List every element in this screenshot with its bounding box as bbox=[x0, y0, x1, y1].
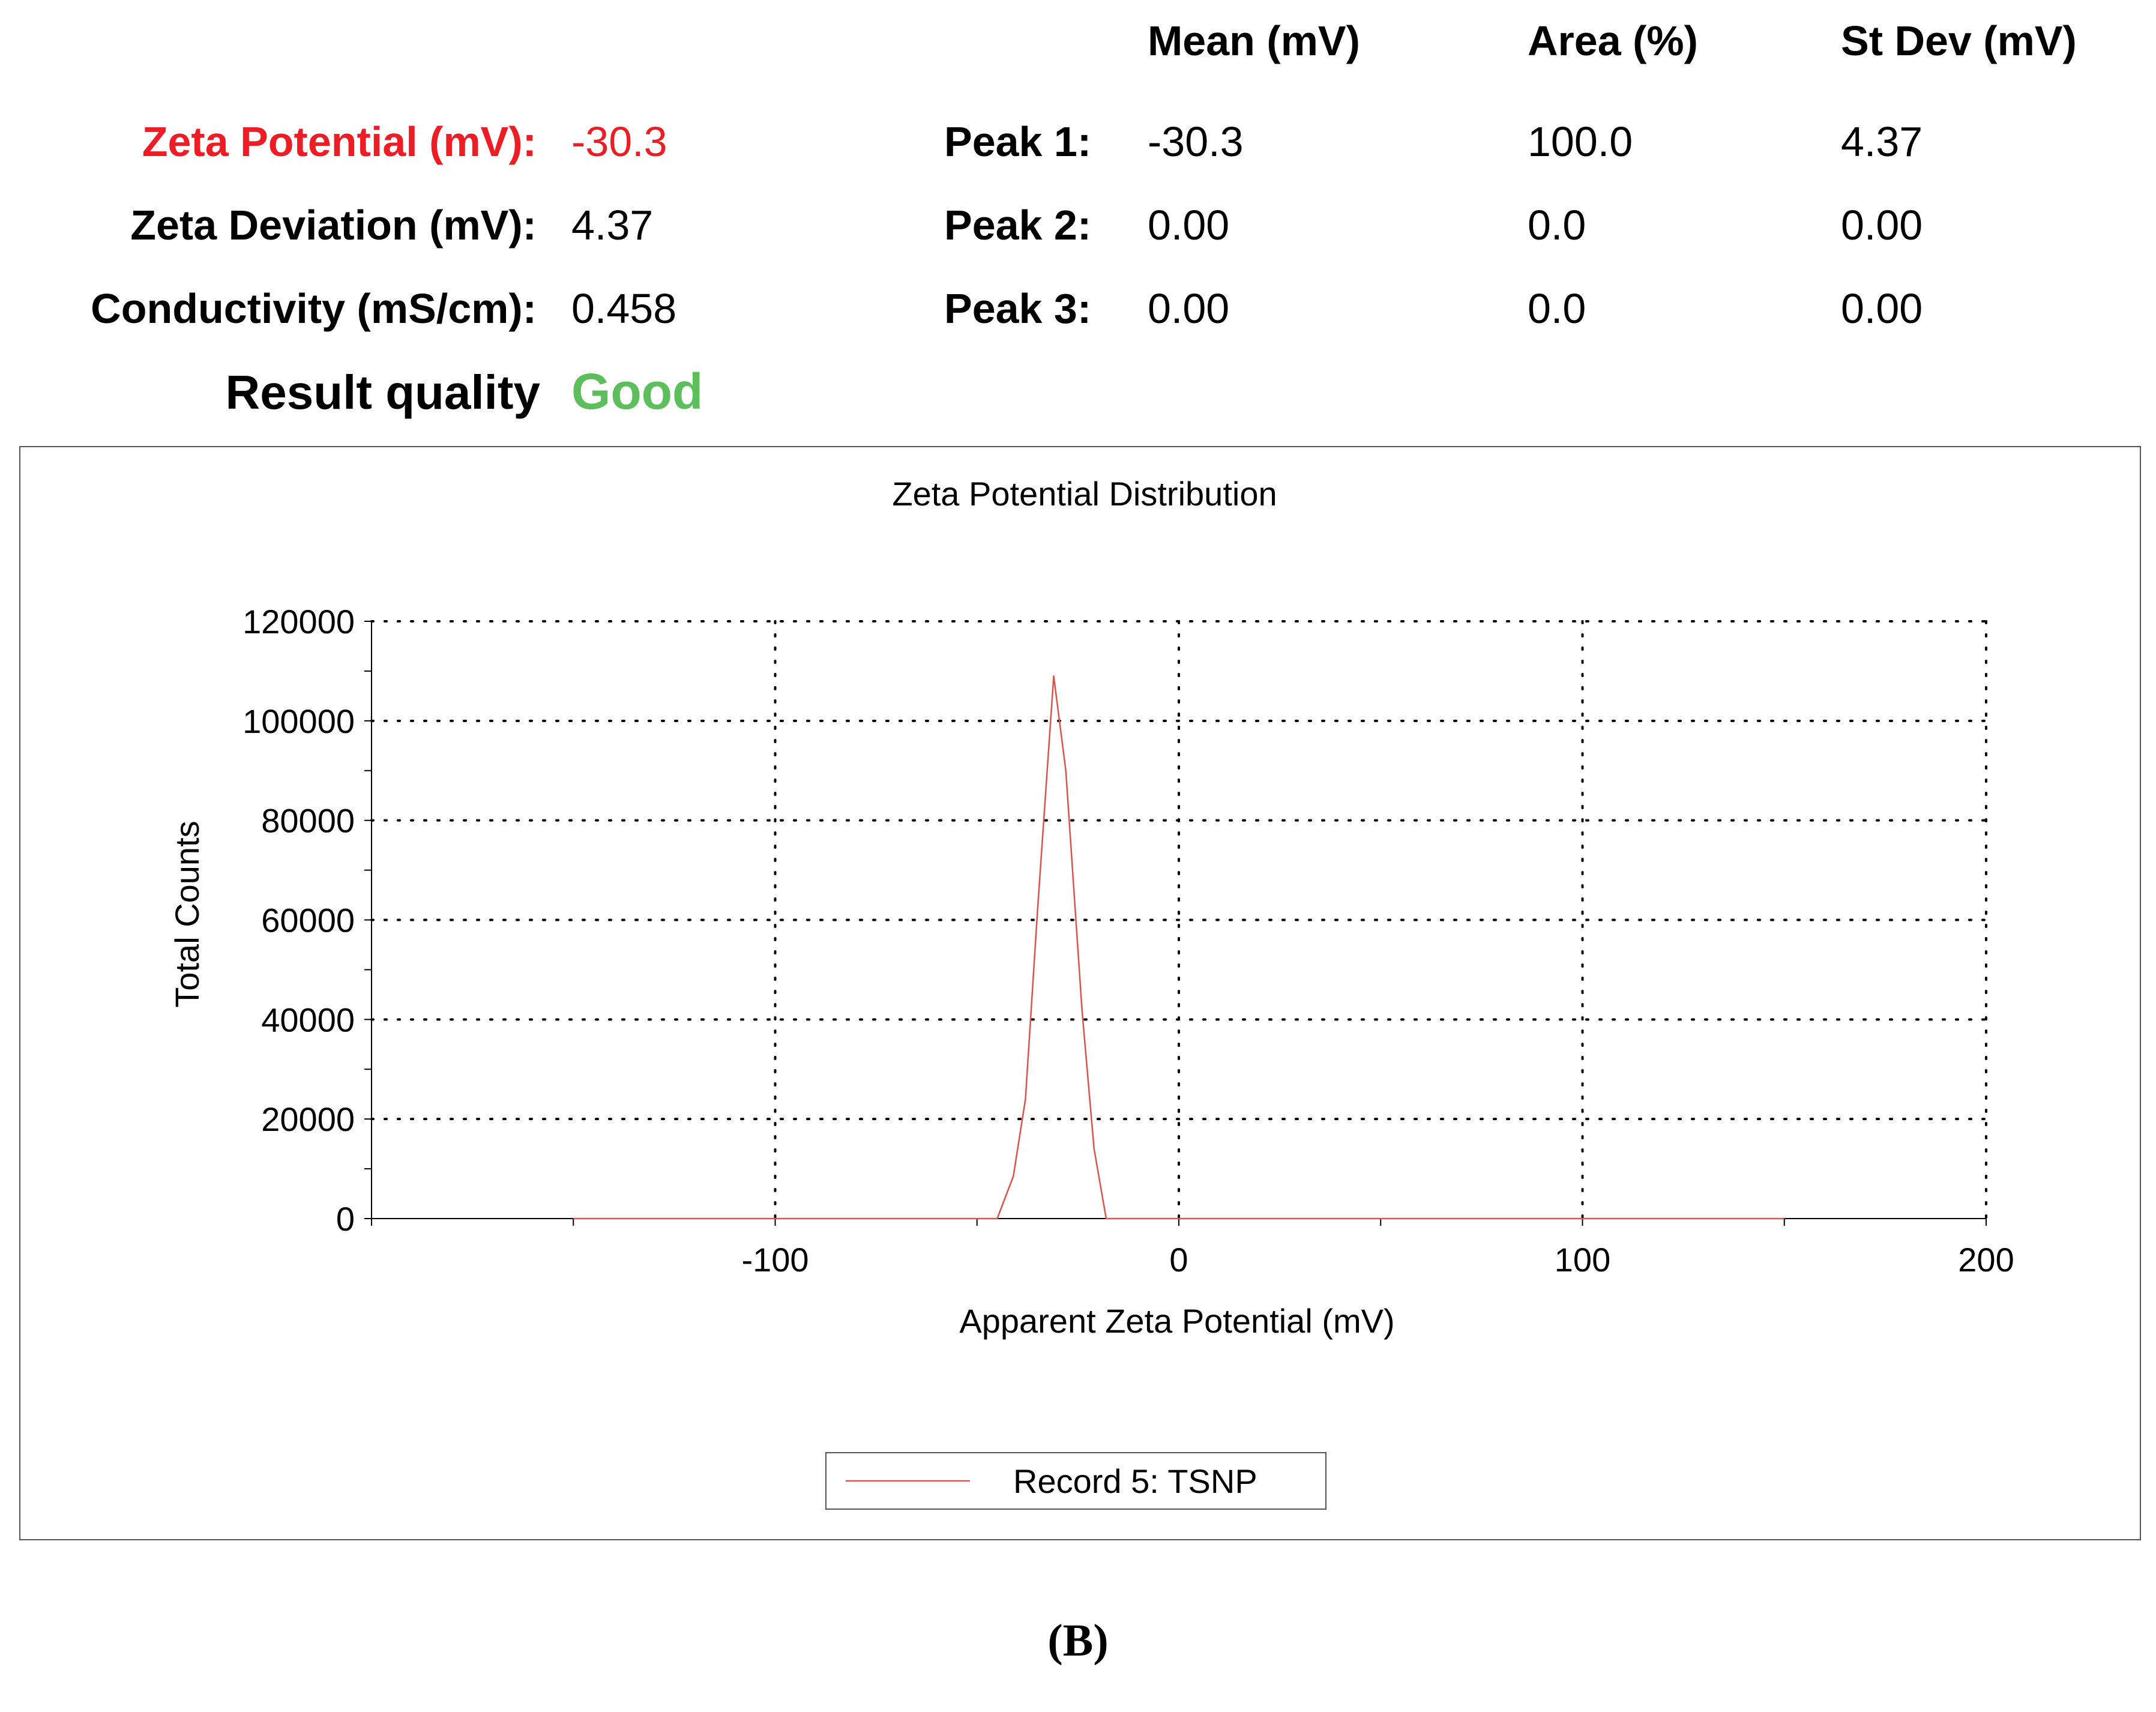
x-tick-label: 200 bbox=[1958, 1241, 2014, 1279]
zeta-potential-value: -30.3 bbox=[571, 118, 667, 165]
x-axis-label: Apparent Zeta Potential (mV) bbox=[959, 1302, 1394, 1340]
peak-2-mean: 0.00 bbox=[1148, 202, 1230, 249]
peak-2-area: 0.0 bbox=[1528, 202, 1586, 249]
y-tick-label: 100000 bbox=[242, 702, 355, 740]
chart-title: Zeta Potential Distribution bbox=[892, 475, 1277, 513]
y-axis-label: Total Counts bbox=[168, 821, 206, 1007]
figure-label: (B) bbox=[1047, 1615, 1109, 1666]
chart-panel: Zeta Potential Distribution Apparent Zet… bbox=[19, 446, 2141, 1540]
y-tick-label: 0 bbox=[336, 1200, 355, 1238]
legend-label: Record 5: TSNP bbox=[1013, 1462, 1257, 1500]
peak-1-mean: -30.3 bbox=[1148, 118, 1244, 165]
header-stdev: St Dev (mV) bbox=[1841, 17, 2077, 64]
zeta-potential-label: Zeta Potential (mV): bbox=[142, 118, 537, 165]
legend: Record 5: TSNP bbox=[825, 1452, 1326, 1510]
zeta-deviation-label: Zeta Deviation (mV): bbox=[130, 202, 537, 249]
y-tick-label: 80000 bbox=[261, 802, 355, 840]
header-area: Area (%) bbox=[1528, 17, 1698, 64]
peak-2-stdev: 0.00 bbox=[1841, 202, 1923, 249]
peak-3-label: Peak 3: bbox=[944, 285, 1092, 332]
peak-3-stdev: 0.00 bbox=[1841, 285, 1923, 332]
result-quality-value: Good bbox=[571, 363, 703, 420]
y-tick-label: 20000 bbox=[261, 1100, 355, 1138]
header-mean: Mean (mV) bbox=[1148, 17, 1360, 64]
peak-1-area: 100.0 bbox=[1528, 118, 1633, 165]
peak-3-mean: 0.00 bbox=[1148, 285, 1230, 332]
result-quality-label: Result quality bbox=[225, 366, 540, 419]
y-tick-label: 60000 bbox=[261, 902, 355, 939]
zeta-distribution-chart: Zeta Potential Distribution Apparent Zet… bbox=[168, 475, 2014, 1510]
peak-1-stdev: 4.37 bbox=[1841, 118, 1923, 165]
peak-3-area: 0.0 bbox=[1528, 285, 1586, 332]
series-line bbox=[573, 675, 1784, 1220]
peak-1-label: Peak 1: bbox=[944, 118, 1092, 165]
zeta-deviation-value: 4.37 bbox=[571, 202, 654, 249]
x-tick-label: -100 bbox=[741, 1241, 808, 1279]
x-tick-label: 0 bbox=[1169, 1241, 1188, 1279]
peak-2-label: Peak 2: bbox=[944, 202, 1092, 249]
y-tick-label: 120000 bbox=[242, 603, 355, 640]
y-tick-label: 40000 bbox=[261, 1001, 355, 1038]
conductivity-label: Conductivity (mS/cm): bbox=[91, 285, 537, 332]
x-tick-label: 100 bbox=[1555, 1241, 1610, 1279]
conductivity-value: 0.458 bbox=[571, 285, 677, 332]
